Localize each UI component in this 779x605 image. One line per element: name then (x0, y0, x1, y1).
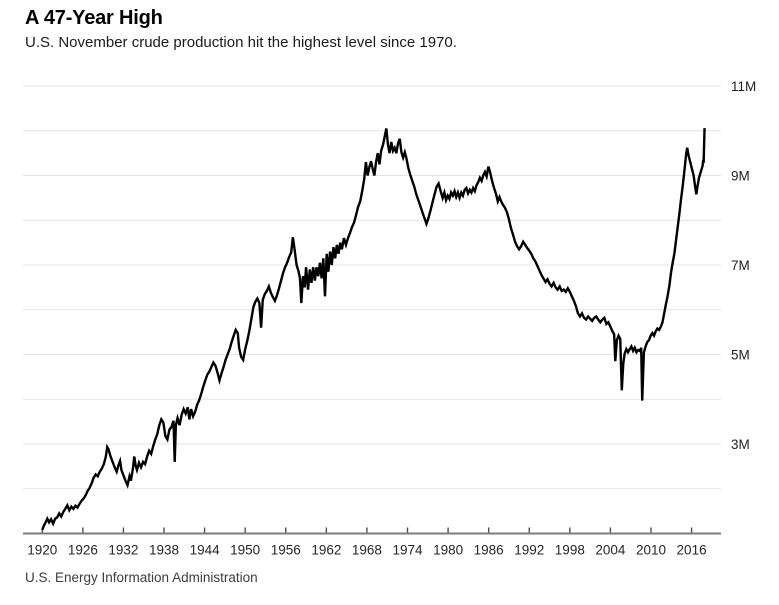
x-axis-label: 2016 (677, 543, 707, 558)
chart-title: A 47-Year High (25, 7, 163, 29)
y-axis-label: 9M (731, 168, 750, 183)
production-series-line (41, 128, 706, 531)
x-axis-label: 1944 (190, 543, 221, 558)
y-axis-label: 3M (731, 437, 750, 452)
x-axis-label: 1956 (271, 543, 301, 558)
x-axis-label: 1992 (514, 543, 544, 558)
x-axis-label: 1968 (352, 543, 382, 558)
x-axis-label: 2004 (595, 543, 626, 558)
x-axis-label: 1998 (555, 543, 585, 558)
x-axis-label: 1950 (230, 543, 260, 558)
x-axis-label: 1974 (392, 543, 423, 558)
production-line-chart: 1920 1926 1932 1938 1944 1950 1956 1962 1968 1974… (23, 79, 756, 558)
x-axis-label: 1920 (27, 543, 57, 558)
source-label: U.S. Energy Information Administration (25, 570, 258, 585)
x-axis-label: 1962 (311, 543, 341, 558)
y-axis-label: 7M (731, 258, 750, 273)
chart-subtitle: U.S. November crude production hit the h… (25, 34, 457, 51)
y-axis-label: 11M (731, 79, 756, 94)
x-axis-label: 1986 (474, 543, 504, 558)
x-axis-label: 1926 (68, 543, 98, 558)
x-axis-label: 1980 (433, 543, 463, 558)
x-axis-label: 2010 (636, 543, 666, 558)
x-axis-label: 1932 (108, 543, 138, 558)
x-axis-label: 1938 (149, 543, 179, 558)
y-axis-label: 5M (731, 347, 750, 362)
